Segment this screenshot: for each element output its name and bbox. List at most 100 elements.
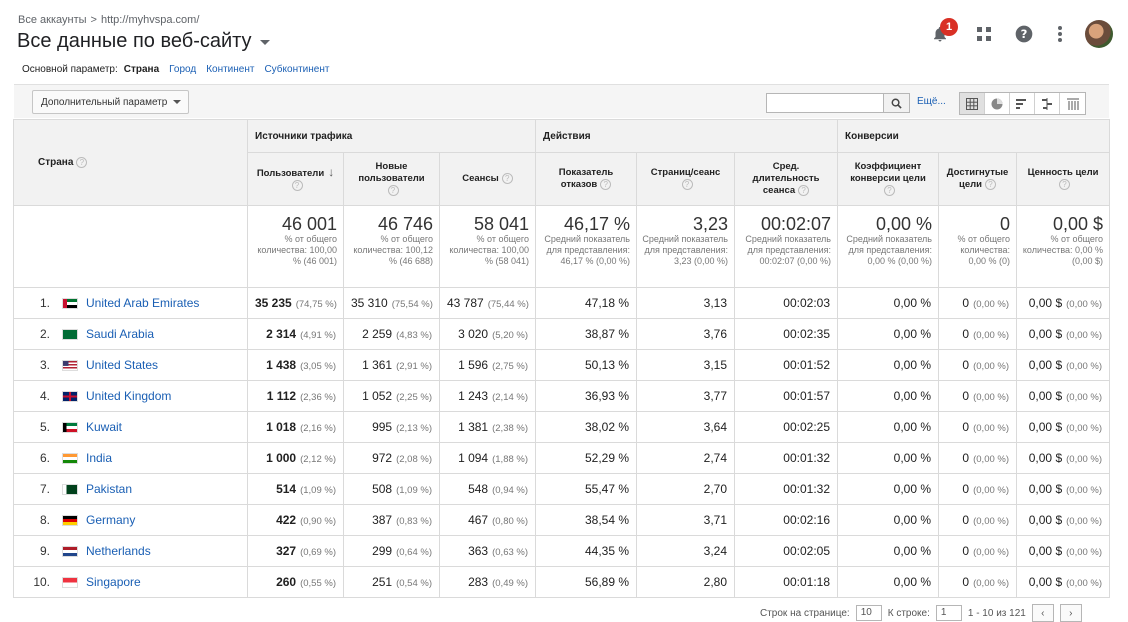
metric-header-avg-session-duration[interactable]: Сред. длительность сеанса? [734,152,839,206]
conversion-rate-cell: 0,00 % [837,535,940,567]
metric-header-goal-completions[interactable]: Достигнутые цели? [938,152,1018,206]
cell-percent: (0,00 %) [973,423,1010,434]
metric-header-sessions[interactable]: Сеансы? [438,152,537,206]
metric-header-goal-value[interactable]: Ценность цели? [1016,152,1111,206]
more-options-button[interactable] [1048,22,1072,46]
view-selector[interactable]: Все данные по веб-сайту [17,30,270,53]
goal-value-cell: 0,00 $ (0,00 %) [1016,442,1111,474]
country-link[interactable]: Singapore [86,575,141,589]
table-row: 2. Saudi Arabia 2 314 (4,91 %) 2 259 (4,83 %)… [13,318,1111,350]
help-icon[interactable]: ? [985,178,997,190]
country-link[interactable]: Germany [86,513,136,527]
cell-percent: (0,80 %) [492,516,529,527]
total-value: 3,23 [692,214,729,234]
goto-row-input[interactable]: 1 [935,605,962,621]
metric-header-new-users[interactable]: Новые пользователи? [343,152,440,206]
cell-value: 0 [962,420,970,434]
table-view-switcher [959,92,1086,115]
cell-value: 0 [962,482,970,496]
country-link[interactable]: Saudi Arabia [86,327,155,341]
chevron-right-icon: › [1069,607,1073,619]
metric-header-users[interactable]: Пользователи ↓? [247,152,344,206]
help-icon[interactable]: ? [501,172,513,184]
cell-value: 0,00 $ [1028,420,1063,434]
country-link[interactable]: United Arab Emirates [86,296,200,310]
cell-percent: (0,00 %) [1066,392,1103,403]
new-users-cell: 995 (2,13 %) [343,411,440,443]
row-rank: 7. [39,482,50,496]
dimension-option-continent[interactable]: Континент [206,64,255,75]
bounce-rate-cell: 38,87 % [535,318,638,350]
prev-page-button[interactable]: ‹ [1031,604,1054,622]
view-comparison-button[interactable] [1035,93,1060,114]
flag-icon [62,391,78,403]
breadcrumb-site[interactable]: http://myhvspa.com/ [100,14,200,26]
avg-session-duration-cell: 00:02:25 [734,411,839,443]
cell-percent: (0,69 %) [300,547,336,558]
help-icon[interactable]: ? [387,184,399,196]
sessions-cell: 1 381 (2,38 %) [438,411,537,443]
total-value: 46,17 % [563,214,631,234]
total-subtext: % от общего количества: 100,12 % (46 688… [353,234,433,266]
cell-percent: (0,00 %) [1066,547,1103,558]
secondary-dimension-dropdown[interactable]: Дополнительный параметр [32,90,189,114]
metric-header-pages-per-session[interactable]: Страниц/сеанс? [636,152,736,206]
rows-per-page-select[interactable]: 10 [855,605,882,621]
country-link[interactable]: Kuwait [86,420,123,434]
total-cell: 00:02:07 Средний показатель для представл… [734,205,839,288]
help-icon[interactable]: ? [884,184,896,196]
avg-session-duration-cell: 00:01:32 [734,442,839,474]
help-icon[interactable]: ? [681,178,693,190]
country-link[interactable]: United States [86,358,159,372]
total-subtext: % от общего количества: 100,00 % (46 001… [257,234,337,266]
cell-value: 508 [372,482,393,496]
dimension-header[interactable]: Страна? [13,119,248,206]
notifications-button[interactable]: 1 [928,18,958,46]
flag-icon [62,484,78,496]
help-button[interactable]: ? [1012,22,1036,46]
country-link[interactable]: United Kingdom [86,389,172,403]
total-value: 46 746 [377,214,433,234]
avatar[interactable] [1085,20,1113,48]
table-row: 4. United Kingdom 1 112 (2,36 %) 1 052 (2,25 … [13,380,1111,412]
dimension-option-subcontinent[interactable]: Субконтинент [264,64,330,75]
next-page-button[interactable]: › [1059,604,1082,622]
cell-value: 363 [468,544,489,558]
goal-value-cell: 0,00 $ (0,00 %) [1016,566,1111,598]
table-search-input[interactable] [766,93,884,113]
table-grid-icon [966,97,978,110]
dimension-option-city[interactable]: Город [169,64,197,75]
view-pie-button[interactable] [985,93,1010,114]
avg-session-duration-cell: 00:01:52 [734,349,839,381]
breadcrumb-root[interactable]: Все аккаунты [18,14,87,26]
new-users-cell: 299 (0,64 %) [343,535,440,567]
cell-value: 1 361 [362,358,393,372]
metric-header-goal-conversion-rate[interactable]: Коэффициент конверсии цели? [837,152,940,206]
country-link[interactable]: India [86,451,113,465]
help-icon[interactable]: ? [600,178,612,190]
row-rank: 9. [39,544,50,558]
help-icon[interactable]: ? [291,179,303,191]
metric-header-bounce-rate[interactable]: Показатель отказов? [535,152,638,206]
view-pivot-button[interactable] [1060,93,1085,114]
advanced-filter-link[interactable]: Ещё... [917,96,946,107]
country-link[interactable]: Netherlands [86,544,151,558]
page-range: 1 - 10 из 121 [967,607,1026,619]
view-table-button[interactable] [960,93,985,114]
metric-label: Сред. длительность сеанса [752,160,820,196]
dimension-cell: 6. India [13,442,248,474]
search-button[interactable] [884,93,910,113]
dimension-cell: 4. United Kingdom [13,380,248,412]
avg-session-duration-cell: 00:02:03 [734,287,839,319]
cell-percent: (0,54 %) [396,578,432,589]
apps-button[interactable] [972,22,996,46]
help-icon[interactable]: ? [798,184,810,196]
country-link[interactable]: Pakistan [86,482,133,496]
help-icon[interactable]: ? [1059,178,1071,190]
view-performance-button[interactable] [1010,93,1035,114]
breadcrumb[interactable]: Все аккаунты > http://myhvspa.com/ [18,14,199,26]
dimension-cell: 9. Netherlands [13,535,248,567]
help-icon[interactable]: ? [76,156,88,168]
flag-icon [62,546,78,558]
metric-label: Показатель отказов [558,166,614,190]
